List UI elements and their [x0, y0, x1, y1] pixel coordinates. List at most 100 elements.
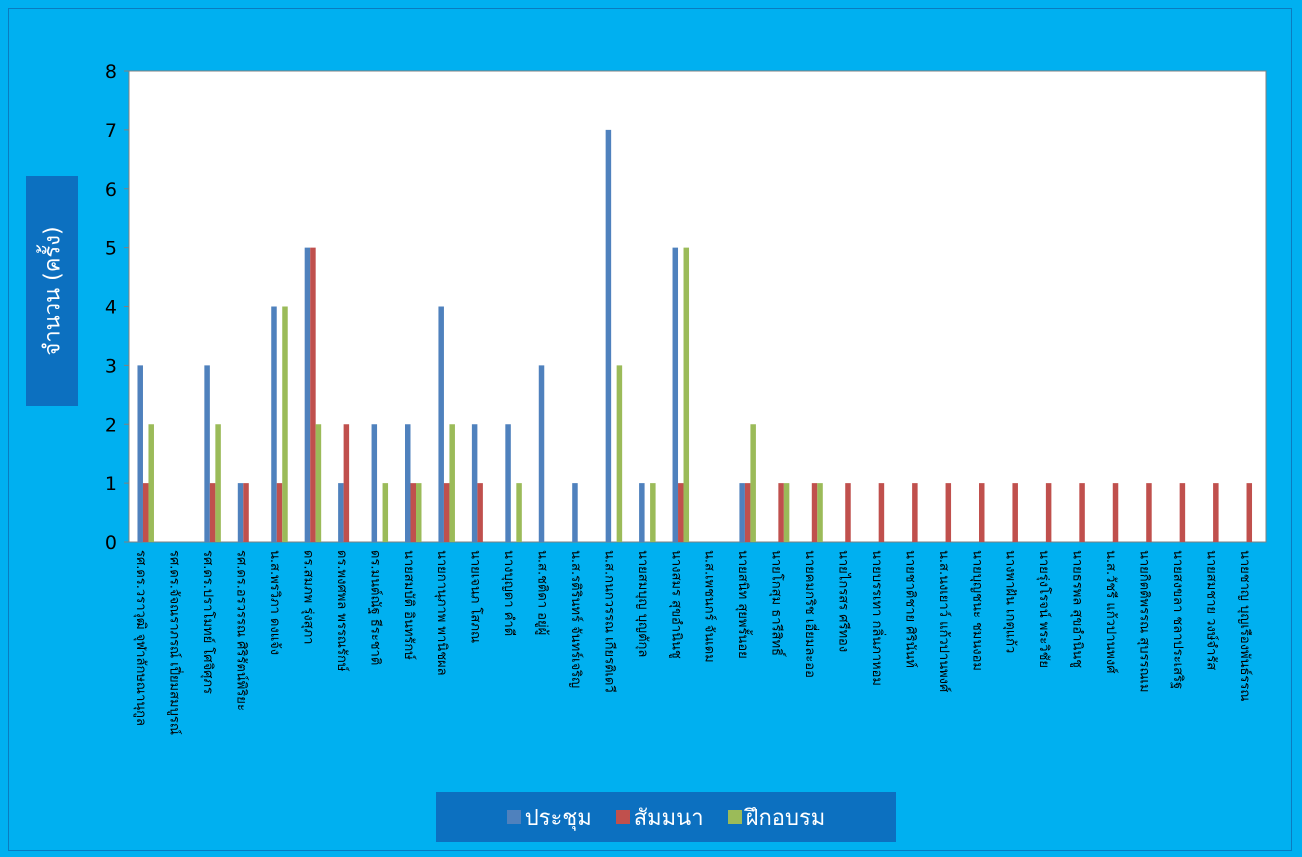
- x-tick-label: น.ส.วัชรี แก้วปานพงศ์: [1103, 550, 1119, 674]
- bar-series-0-cat-11: [505, 424, 511, 542]
- bar-series-1-cat-25: [979, 483, 985, 542]
- bar-series-1-cat-33: [1246, 483, 1253, 542]
- legend-item-training: ฝึกอบรม: [727, 800, 826, 835]
- bar-series-1-cat-28: [1079, 483, 1085, 542]
- y-tick-label: 7: [105, 120, 117, 142]
- bar-series-0-cat-7: [371, 424, 378, 542]
- bar-series-2-cat-11: [516, 483, 522, 542]
- x-tick-label: นายสมบุญ บุญตักุล: [635, 550, 650, 657]
- bar-series-1-cat-32: [1213, 483, 1219, 542]
- bar-series-1-cat-2: [209, 483, 216, 542]
- x-tick-label: นายสงขลา ชลาประเสริฐ: [1170, 550, 1185, 689]
- x-tick-label: นายไกรสร ศรีทอง: [835, 550, 851, 652]
- bar-series-1-cat-5: [310, 247, 316, 542]
- legend-label-seminar: สัมมนา: [633, 805, 704, 831]
- bar-series-1-cat-30: [1146, 483, 1152, 542]
- x-tick-label: นายบุญชนะ ชมนงอม: [969, 550, 984, 671]
- bar-series-2-cat-0: [148, 424, 154, 542]
- y-tick-labels: 0 1 2 3 4 5 6 7 8: [105, 61, 117, 554]
- bars: [137, 129, 1253, 542]
- bar-series-0-cat-12: [538, 365, 545, 542]
- legend-swatch-seminar: [615, 810, 630, 824]
- y-tick-label: 1: [105, 473, 117, 495]
- x-tick-label: รศ.ดร.อรวรรณ ศิริรัตน์พิริยะ: [234, 550, 250, 711]
- bar-series-1-cat-16: [678, 483, 684, 542]
- bar-series-0-cat-10: [471, 424, 478, 542]
- bar-series-0-cat-9: [438, 306, 444, 542]
- bar-series-1-cat-9: [443, 483, 450, 542]
- x-tick-label: นายรุ่งโรจน์ พระวิชัย: [1036, 550, 1052, 668]
- bar-series-1-cat-24: [945, 483, 952, 542]
- x-tick-label: นางบุญดา คำดี: [501, 550, 517, 636]
- x-tick-label: นายธรพล สุขอำนินชู: [1070, 550, 1085, 668]
- x-tick-label: นายคมกริช เอี่ยมละออ: [802, 550, 819, 678]
- bar-series-2-cat-19: [783, 483, 790, 542]
- bar-series-1-cat-29: [1112, 483, 1119, 542]
- x-tick-label: น.ส.เพชนกร์ จันเดม: [702, 550, 718, 663]
- bar-series-1-cat-26: [1012, 483, 1018, 542]
- bar-series-1-cat-20: [811, 483, 818, 542]
- bar-series-1-cat-22: [878, 483, 885, 542]
- bar-series-2-cat-4: [282, 306, 288, 542]
- x-tick-label: น.ส.กนกวรรณ เกียรติเดวี: [601, 550, 617, 693]
- bar-series-2-cat-14: [616, 365, 623, 542]
- legend-item-meeting: ประชุม: [506, 800, 592, 835]
- x-tick-label: นายชาติชาย ศิรินันท์: [902, 550, 918, 668]
- x-tick-label: นายบรรเทา กลิ่นภาหอม: [869, 550, 886, 686]
- x-tick-label: รศ.ดร.จัจณราภรณ์ เปี่ยมสมบูรณ์: [167, 550, 184, 735]
- bar-series-0-cat-15: [639, 483, 645, 542]
- plot-area: [128, 70, 1267, 543]
- legend-swatch-meeting: [506, 810, 521, 824]
- bar-series-1-cat-19: [778, 483, 784, 542]
- bar-series-1-cat-0: [142, 483, 149, 542]
- x-tick-label: น.ส.พรวิภา ดงแจ้ง: [267, 550, 282, 655]
- bar-series-0-cat-13: [572, 483, 578, 542]
- x-tick-labels: รศ.ดร.วราวุฒิ จุฬาลักษณานุกูล รศ.ดร.จัจณร…: [133, 550, 1253, 735]
- bar-series-1-cat-27: [1045, 483, 1052, 542]
- x-tick-label: รศ.ดร.วราวุฒิ จุฬาลักษณานุกูล: [133, 550, 148, 726]
- bar-series-2-cat-16: [683, 247, 690, 542]
- x-tick-label: นางพาฝัน เกตุแก้ว: [1003, 550, 1018, 653]
- y-axis-title-box: [26, 176, 78, 406]
- bar-series-2-cat-9: [449, 424, 455, 542]
- bar-series-1-cat-6: [343, 424, 350, 542]
- x-tick-label: ดร.มนต์ณัฐ ธีระชาติ: [367, 550, 383, 665]
- y-tick-label: 5: [105, 238, 117, 260]
- chart-frame: [8, 8, 1292, 851]
- legend-label-training: ฝึกอบรม: [745, 805, 826, 831]
- x-tick-label: รศ.ดร.ปราโมทย์ โศจิศุภร: [200, 550, 216, 694]
- bar-series-0-cat-2: [204, 365, 210, 542]
- bar-series-0-cat-16: [672, 247, 679, 542]
- y-tick-label: 6: [105, 179, 117, 201]
- x-tick-label: ดร.พงศพล พรรณรักษ์: [334, 550, 350, 672]
- x-tick-label: น.ส.รติรินทร์ จันทร์เจริญ: [568, 550, 584, 688]
- bar-series-2-cat-18: [750, 424, 756, 542]
- bar-series-1-cat-21: [845, 483, 851, 542]
- x-tick-label: นายโกสุม ธารีสิทธิ์: [769, 550, 787, 658]
- x-tick-label: ดร.สมภพ รุ่งสุภา: [300, 550, 315, 644]
- bar-series-1-cat-23: [912, 483, 918, 542]
- legend-swatch-training: [727, 810, 742, 824]
- bar-series-0-cat-18: [739, 483, 745, 542]
- x-tick-label: นายสมชาย วงษ์จำรัส: [1203, 550, 1219, 670]
- y-tick-label: 8: [105, 61, 117, 83]
- bar-series-1-cat-3: [243, 483, 249, 542]
- y-tick-label: 4: [105, 297, 117, 319]
- bar-series-0-cat-5: [304, 247, 311, 542]
- bar-series-0-cat-3: [237, 483, 244, 542]
- bar-series-1-cat-31: [1179, 483, 1186, 542]
- bar-series-2-cat-15: [650, 483, 656, 542]
- y-tick-label: 3: [105, 355, 117, 377]
- x-tick-label: น.ส.ชติดา อยู่ผู้: [535, 550, 550, 635]
- y-axis-title: จำนวน (ครั้ง): [40, 226, 66, 356]
- bar-series-0-cat-14: [605, 129, 612, 542]
- y-tick-label: 2: [105, 414, 117, 436]
- bar-series-0-cat-8: [405, 424, 411, 542]
- bar-series-0-cat-0: [137, 365, 143, 542]
- bar-series-0-cat-6: [338, 483, 344, 542]
- x-tick-label: นางสมร สุขอำนินชู: [668, 550, 683, 659]
- bar-series-2-cat-7: [382, 483, 389, 542]
- bar-series-1-cat-4: [276, 483, 283, 542]
- legend: ประชุม สัมมนา ฝึกอบรม: [436, 792, 896, 842]
